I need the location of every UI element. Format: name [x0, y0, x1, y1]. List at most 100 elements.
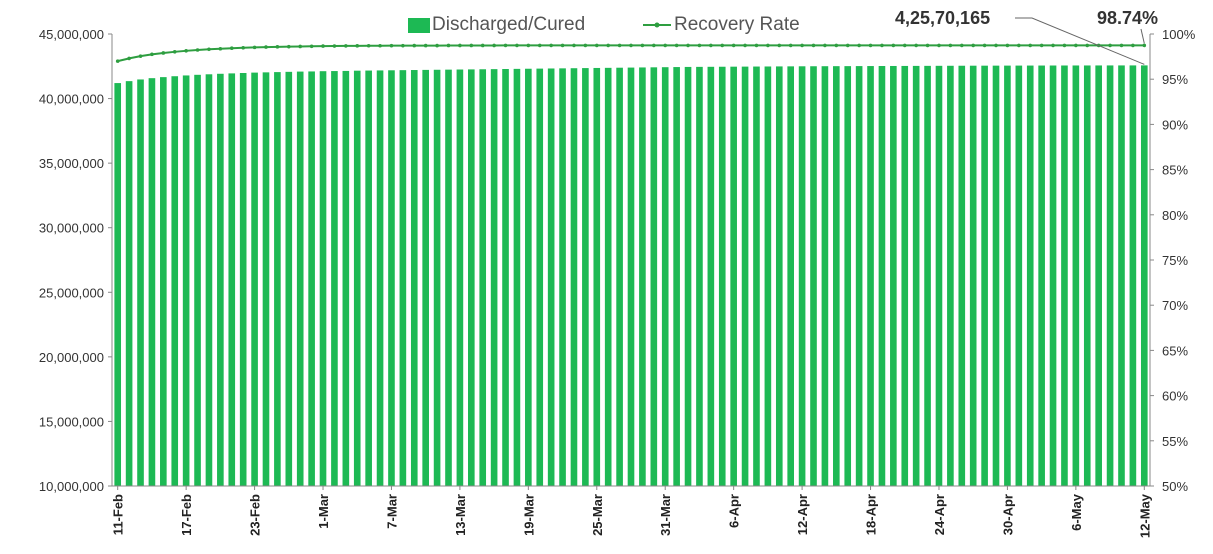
bar-discharged-cured [992, 65, 1000, 486]
bar-discharged-cured [160, 77, 167, 486]
bar-discharged-cured [741, 66, 749, 487]
bar-discharged-cured [661, 67, 669, 486]
x-tick-label: 12-May [1137, 493, 1152, 538]
bar-discharged-cured [730, 66, 737, 487]
point-recovery-rate [252, 45, 257, 50]
point-recovery-rate [423, 43, 428, 48]
bar-discharged-cured [639, 67, 646, 486]
point-recovery-rate [1005, 43, 1010, 48]
bar-discharged-cured [559, 68, 566, 486]
bar-discharged-cured [217, 73, 224, 486]
point-recovery-rate [412, 43, 417, 48]
bar-discharged-cured [844, 66, 852, 486]
y-tick-label: 25,000,000 [39, 285, 104, 300]
point-recovery-rate [332, 44, 337, 48]
bar-discharged-cured [1015, 65, 1023, 486]
bar-discharged-cured [331, 71, 338, 486]
y-tick-label: 45,000,000 [39, 27, 104, 42]
point-recovery-rate [971, 43, 975, 48]
point-recovery-rate [880, 43, 884, 48]
bar-discharged-cured [616, 67, 623, 487]
point-recovery-rate [937, 43, 941, 48]
bar-discharged-cured [445, 69, 452, 486]
point-recovery-rate [994, 43, 998, 48]
legend-swatch-recovery-marker [654, 22, 660, 28]
bar-discharged-cured [137, 79, 144, 487]
legend-label-recovery: Recovery Rate [674, 14, 800, 35]
point-recovery-rate [366, 43, 371, 48]
point-recovery-rate [617, 43, 622, 48]
point-recovery-rate [1119, 43, 1124, 48]
bar-discharged-cured [878, 66, 886, 486]
bar-discharged-cured [958, 65, 966, 487]
point-recovery-rate [172, 50, 177, 54]
point-recovery-rate [115, 59, 120, 63]
bar-discharged-cured [1049, 65, 1057, 486]
callout-leader-discharged [1015, 17, 1145, 65]
point-recovery-rate [1108, 43, 1112, 48]
callout-recovery-rate: 98.74% [1097, 8, 1158, 28]
point-recovery-rate [503, 43, 508, 48]
point-recovery-rate [834, 43, 839, 48]
point-recovery-rate [355, 44, 360, 48]
point-recovery-rate [264, 45, 268, 49]
bar-discharged-cured [890, 65, 897, 486]
callout-total-discharged: 4,25,70,165 [895, 8, 990, 28]
bar-discharged-cured [673, 67, 680, 486]
point-recovery-rate [1085, 43, 1090, 48]
y2-tick-label: 80% [1162, 208, 1188, 223]
bar-discharged-cured [308, 71, 315, 486]
point-recovery-rate [959, 43, 964, 48]
bar-discharged-cured [399, 70, 407, 486]
point-recovery-rate [150, 52, 154, 57]
x-tick-label: 30-Apr [1000, 494, 1015, 535]
bar-discharged-cured [1083, 65, 1091, 487]
callout-leader-recovery [1140, 28, 1145, 44]
bar-discharged-cured [969, 65, 977, 486]
bar-discharged-cured [684, 66, 692, 487]
legend-swatch-discharged [408, 18, 430, 33]
point-recovery-rate [845, 43, 850, 48]
bar-discharged-cured [422, 69, 429, 487]
point-recovery-rate [766, 43, 770, 48]
x-tick-label: 23-Feb [248, 494, 263, 536]
bar-discharged-cured [513, 68, 521, 487]
point-recovery-rate [298, 44, 303, 49]
point-recovery-rate [229, 46, 234, 50]
bar-discharged-cured [490, 69, 498, 486]
point-recovery-rate [515, 43, 519, 48]
bar-discharged-cured [114, 83, 122, 486]
point-recovery-rate [560, 43, 565, 48]
point-recovery-rate [743, 43, 747, 48]
bar-discharged-cured [593, 67, 601, 487]
bar-discharged-cured [182, 75, 190, 486]
point-recovery-rate [948, 43, 953, 48]
x-tick-label: 1-Mar [316, 494, 331, 529]
bar-discharged-cured [388, 70, 395, 486]
x-tick-label: 12-Apr [795, 494, 810, 535]
y2-tick-label: 100% [1162, 27, 1196, 42]
y-tick-label: 15,000,000 [39, 414, 104, 429]
bar-discharged-cured [1118, 65, 1125, 487]
y2-tick-label: 60% [1162, 389, 1188, 404]
point-recovery-rate [754, 43, 759, 48]
bar-discharged-cured [627, 67, 635, 486]
y2-tick-label: 75% [1162, 253, 1188, 268]
point-recovery-rate [184, 49, 188, 53]
bar-discharged-cured [718, 66, 726, 487]
bar-discharged-cured [251, 72, 258, 487]
bar-discharged-cured [787, 66, 794, 486]
bar-discharged-cured [924, 65, 931, 487]
point-recovery-rate [389, 43, 394, 48]
point-recovery-rate [640, 43, 645, 48]
point-recovery-rate [686, 43, 690, 48]
point-recovery-rate [241, 45, 245, 50]
bar-discharged-cured [479, 69, 487, 486]
point-recovery-rate [629, 43, 633, 48]
point-recovery-rate [982, 43, 987, 48]
bar-discharged-cured [319, 71, 327, 486]
bar-discharged-cured [855, 66, 863, 486]
point-recovery-rate [321, 44, 325, 48]
bar-discharged-cured [582, 68, 589, 486]
